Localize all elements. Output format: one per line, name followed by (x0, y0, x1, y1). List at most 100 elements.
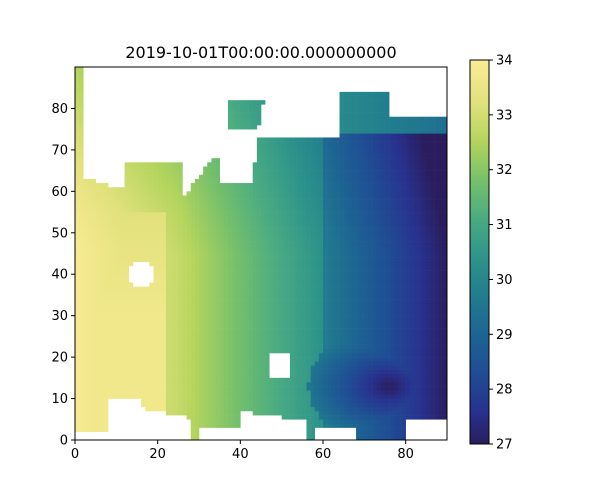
heatmap-cell (120, 361, 125, 366)
heatmap-cell (347, 365, 353, 370)
heatmap-cell (91, 216, 96, 221)
heatmap-cell (157, 232, 163, 238)
heatmap-cell (385, 419, 390, 424)
heatmap-cell (273, 216, 278, 221)
heatmap-cell (380, 365, 386, 370)
heatmap-cell (141, 236, 146, 242)
heatmap-cell (149, 228, 154, 234)
heatmap-cell (153, 352, 158, 358)
heatmap-cell (124, 253, 130, 258)
heatmap-cell (199, 311, 204, 316)
heatmap-cell (281, 323, 287, 329)
heatmap-cell (310, 212, 316, 217)
heatmap-cell (128, 199, 134, 205)
heatmap-cell (91, 336, 96, 341)
heatmap-cell (385, 323, 390, 329)
heatmap-cell (281, 270, 287, 275)
heatmap-cell (215, 203, 220, 209)
heatmap-cell (248, 212, 254, 217)
heatmap-cell (219, 348, 225, 354)
heatmap-cell (124, 203, 130, 209)
heatmap-cell (356, 265, 361, 271)
heatmap-cell (418, 203, 423, 209)
heatmap-cell (438, 303, 444, 308)
heatmap-cell (99, 427, 105, 433)
heatmap-cell (157, 311, 163, 316)
heatmap-cell (87, 261, 92, 267)
heatmap-cell (165, 365, 171, 370)
heatmap-cell (310, 348, 316, 354)
heatmap-cell (170, 319, 175, 325)
heatmap-cell (83, 390, 88, 395)
heatmap-cell (430, 278, 435, 283)
heatmap-cell (194, 203, 200, 209)
heatmap-cell (380, 402, 386, 408)
heatmap-cell (409, 282, 415, 287)
heatmap-cell (310, 278, 316, 283)
heatmap-cell (141, 303, 146, 308)
heatmap-cell (103, 402, 109, 408)
heatmap-cell (298, 381, 303, 387)
heatmap-cell (232, 373, 237, 379)
heatmap-cell (405, 220, 411, 225)
heatmap-cell (190, 373, 196, 379)
heatmap-cell (314, 236, 320, 242)
heatmap-cell (165, 253, 171, 258)
heatmap-cell (426, 307, 431, 312)
heatmap-cell (343, 286, 349, 292)
heatmap-cell (356, 224, 361, 229)
heatmap-cell (281, 261, 287, 267)
heatmap-cell (165, 241, 171, 246)
heatmap-cell (331, 323, 336, 329)
heatmap-cell (108, 377, 113, 383)
heatmap-cell (95, 315, 101, 321)
heatmap-cell (285, 332, 291, 337)
heatmap-cell (87, 253, 92, 258)
heatmap-cell (298, 228, 303, 234)
heatmap-cell (368, 344, 373, 350)
heatmap-cell (190, 245, 196, 250)
heatmap-cell (380, 303, 386, 308)
heatmap-cell (409, 307, 415, 312)
heatmap-cell (211, 336, 216, 341)
heatmap-cell (174, 299, 179, 304)
heatmap-cell (116, 216, 121, 221)
heatmap-cell (343, 352, 349, 358)
heatmap-cell (108, 228, 113, 234)
heatmap-cell (186, 311, 192, 316)
heatmap-cell (87, 232, 92, 238)
heatmap-cell (132, 328, 138, 333)
heatmap-cell (116, 390, 121, 395)
heatmap-cell (112, 348, 117, 354)
heatmap-cell (356, 415, 361, 420)
heatmap-cell (161, 249, 167, 254)
heatmap-cell (248, 290, 254, 296)
heatmap-cell (261, 340, 266, 345)
heatmap-cell (128, 216, 134, 221)
heatmap-cell (91, 361, 96, 366)
heatmap-cell (199, 228, 204, 234)
heatmap-cell (165, 307, 171, 312)
heatmap-cell (298, 311, 303, 316)
heatmap-cell (199, 220, 204, 225)
heatmap-cell (405, 344, 411, 350)
heatmap-cell (397, 299, 402, 304)
heatmap-cell (397, 315, 402, 321)
heatmap-cell (302, 361, 307, 366)
heatmap-cell (318, 261, 324, 267)
heatmap-cell (385, 249, 390, 254)
heatmap-cell (318, 191, 324, 196)
heatmap-cell (281, 290, 287, 296)
heatmap-cell (434, 286, 440, 292)
heatmap-cell (124, 352, 130, 358)
heatmap-cell (236, 340, 241, 345)
heatmap-cell (170, 191, 175, 196)
heatmap-cell (310, 299, 316, 304)
heatmap-cell (95, 406, 101, 412)
heatmap-cell (310, 224, 316, 229)
heatmap-cell (368, 311, 373, 316)
heatmap-cell (157, 199, 163, 205)
heatmap-cell (405, 207, 411, 213)
heatmap-cell (79, 236, 84, 242)
heatmap-cell (91, 286, 96, 292)
